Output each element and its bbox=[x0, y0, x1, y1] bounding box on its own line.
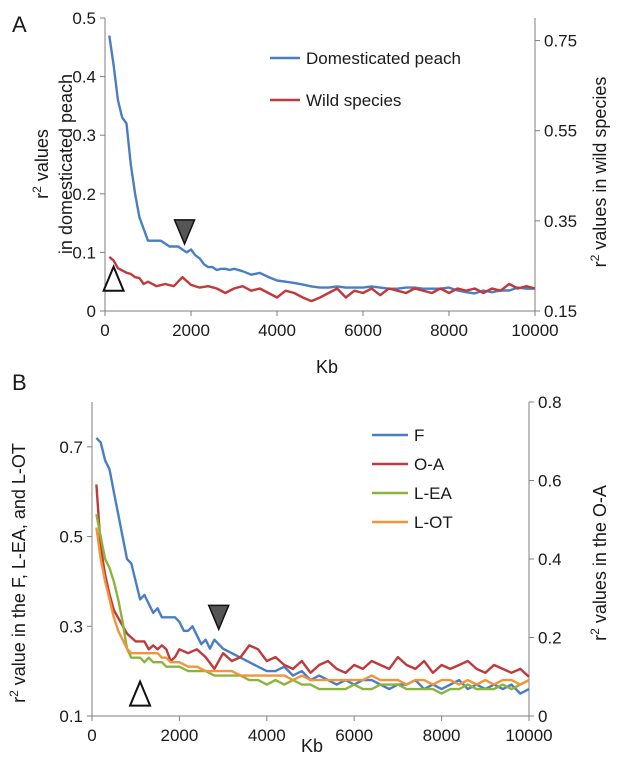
panel-b-y2-tick-label: 0.2 bbox=[538, 629, 562, 648]
panel-a-y-axis-title: r2 values in domesticated peach bbox=[30, 74, 76, 254]
panel-a-y2-axis-title: r2 values in wild species bbox=[588, 77, 610, 268]
panel-a-x-tick-label: 0 bbox=[100, 321, 109, 340]
panel-b-plot-area: 0 2000 4000 6000 8000 10000 0.1 0.3 0.5 0.7 0 0.2 0.… bbox=[59, 393, 561, 745]
panel-a-y2-tick-label: 0.15 bbox=[544, 302, 577, 321]
panel-b-y2-tick-label: 0.6 bbox=[538, 472, 562, 491]
panel-b-x-tick-label: 0 bbox=[87, 726, 96, 745]
panel-b-filled-triangle-marker bbox=[207, 604, 230, 632]
panel-b-y-tick-label: 0.5 bbox=[59, 528, 83, 547]
panel-b-series-l-ea bbox=[95, 513, 530, 695]
panel-b-y-axis-title: r2 value in the F, L-EA, and L-OT bbox=[7, 443, 29, 703]
panel-a-y-tick-label: 0.4 bbox=[72, 68, 96, 87]
panel-a-y-axis-title-line-2: in domesticated peach bbox=[56, 74, 76, 254]
panel-b: B 0 2000 4000 6000 8000 10000 0.1 0.3 0.5 0.7 0 0.2… bbox=[7, 370, 610, 756]
panel-a-x-axis-title: Kb bbox=[316, 357, 338, 377]
panel-b-series-o-a bbox=[95, 484, 530, 678]
panel-b-x-tick-label: 8000 bbox=[423, 726, 461, 745]
panel-a-open-triangle-marker bbox=[102, 264, 126, 292]
panel-b-y2-tick-label: 0 bbox=[538, 707, 547, 726]
panel-b-x-tick-label: 4000 bbox=[248, 726, 286, 745]
panel-b-y-tick-label: 0.3 bbox=[59, 617, 83, 636]
panel-b-series-l-ot bbox=[95, 527, 530, 686]
panel-a-x-tick-label: 8000 bbox=[430, 321, 468, 340]
panel-a-legend-label: Domesticated peach bbox=[306, 49, 461, 68]
panel-b-x-tick-label: 10000 bbox=[505, 726, 552, 745]
panel-a-label: A bbox=[12, 12, 27, 37]
panel-a-y2-tick-label: 0.35 bbox=[544, 212, 577, 231]
panel-b-open-triangle-marker bbox=[128, 678, 152, 707]
panel-a-y-tick-label: 0 bbox=[87, 302, 96, 321]
panel-b-x-tick-label: 6000 bbox=[335, 726, 373, 745]
panel-a-series-domesticated-peach bbox=[108, 35, 535, 295]
panel-b-legend-label: L-EA bbox=[414, 484, 452, 503]
panel-a-y-tick-label: 0.1 bbox=[72, 243, 96, 262]
panel-a-x-tick-label: 2000 bbox=[172, 321, 210, 340]
panel-b-legend-label: F bbox=[414, 426, 424, 445]
panel-a-x-tick-label: 6000 bbox=[344, 321, 382, 340]
panel-b-x-tick-label: 2000 bbox=[160, 726, 198, 745]
panel-b-y-tick-label: 0.1 bbox=[59, 707, 83, 726]
panel-b-y2-axis-title: r2 values in the O-A bbox=[588, 485, 610, 641]
panel-b-label: B bbox=[12, 370, 27, 395]
panel-b-y-tick-label: 0.7 bbox=[59, 438, 83, 457]
panel-b-series-f bbox=[95, 437, 530, 695]
panel-b-legend-label: O-A bbox=[414, 455, 445, 474]
panel-b-legend-label: L-OT bbox=[414, 513, 453, 532]
panel-a-filled-triangle-marker bbox=[173, 219, 196, 246]
panel-a-y-tick-label: 0.5 bbox=[72, 9, 96, 28]
panel-a-y-axis-title-line-1: r2 values bbox=[30, 129, 52, 199]
panel-b-x-axis-title: Kb bbox=[301, 736, 323, 756]
panel-a-series-wild-species bbox=[108, 255, 536, 303]
panel-b-y2-tick-label: 0.8 bbox=[538, 393, 562, 412]
panel-b-y2-tick-label: 0.4 bbox=[538, 550, 562, 569]
panel-a-legend-label: Wild species bbox=[306, 91, 401, 110]
panel-a-y-tick-label: 0.3 bbox=[72, 126, 96, 145]
panel-a-y2-tick-label: 0.55 bbox=[544, 122, 577, 141]
panel-a: A 0 2000 4000 6000 8000 10000 0 0.1 0.2 0.3 0.4 0.5… bbox=[12, 9, 610, 377]
panel-a-x-tick-label: 4000 bbox=[258, 321, 296, 340]
panel-a-x-tick-label: 10000 bbox=[511, 321, 558, 340]
panel-a-y-tick-label: 0.2 bbox=[72, 185, 96, 204]
panel-a-y2-tick-label: 0.75 bbox=[544, 32, 577, 51]
panel-a-plot-area: 0 2000 4000 6000 8000 10000 0 0.1 0.2 0.3 0.4 0.5 0.… bbox=[72, 9, 577, 340]
